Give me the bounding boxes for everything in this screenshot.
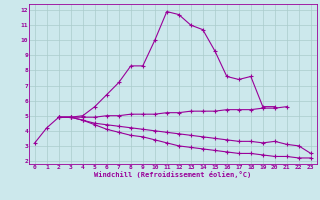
X-axis label: Windchill (Refroidissement éolien,°C): Windchill (Refroidissement éolien,°C) bbox=[94, 171, 252, 178]
